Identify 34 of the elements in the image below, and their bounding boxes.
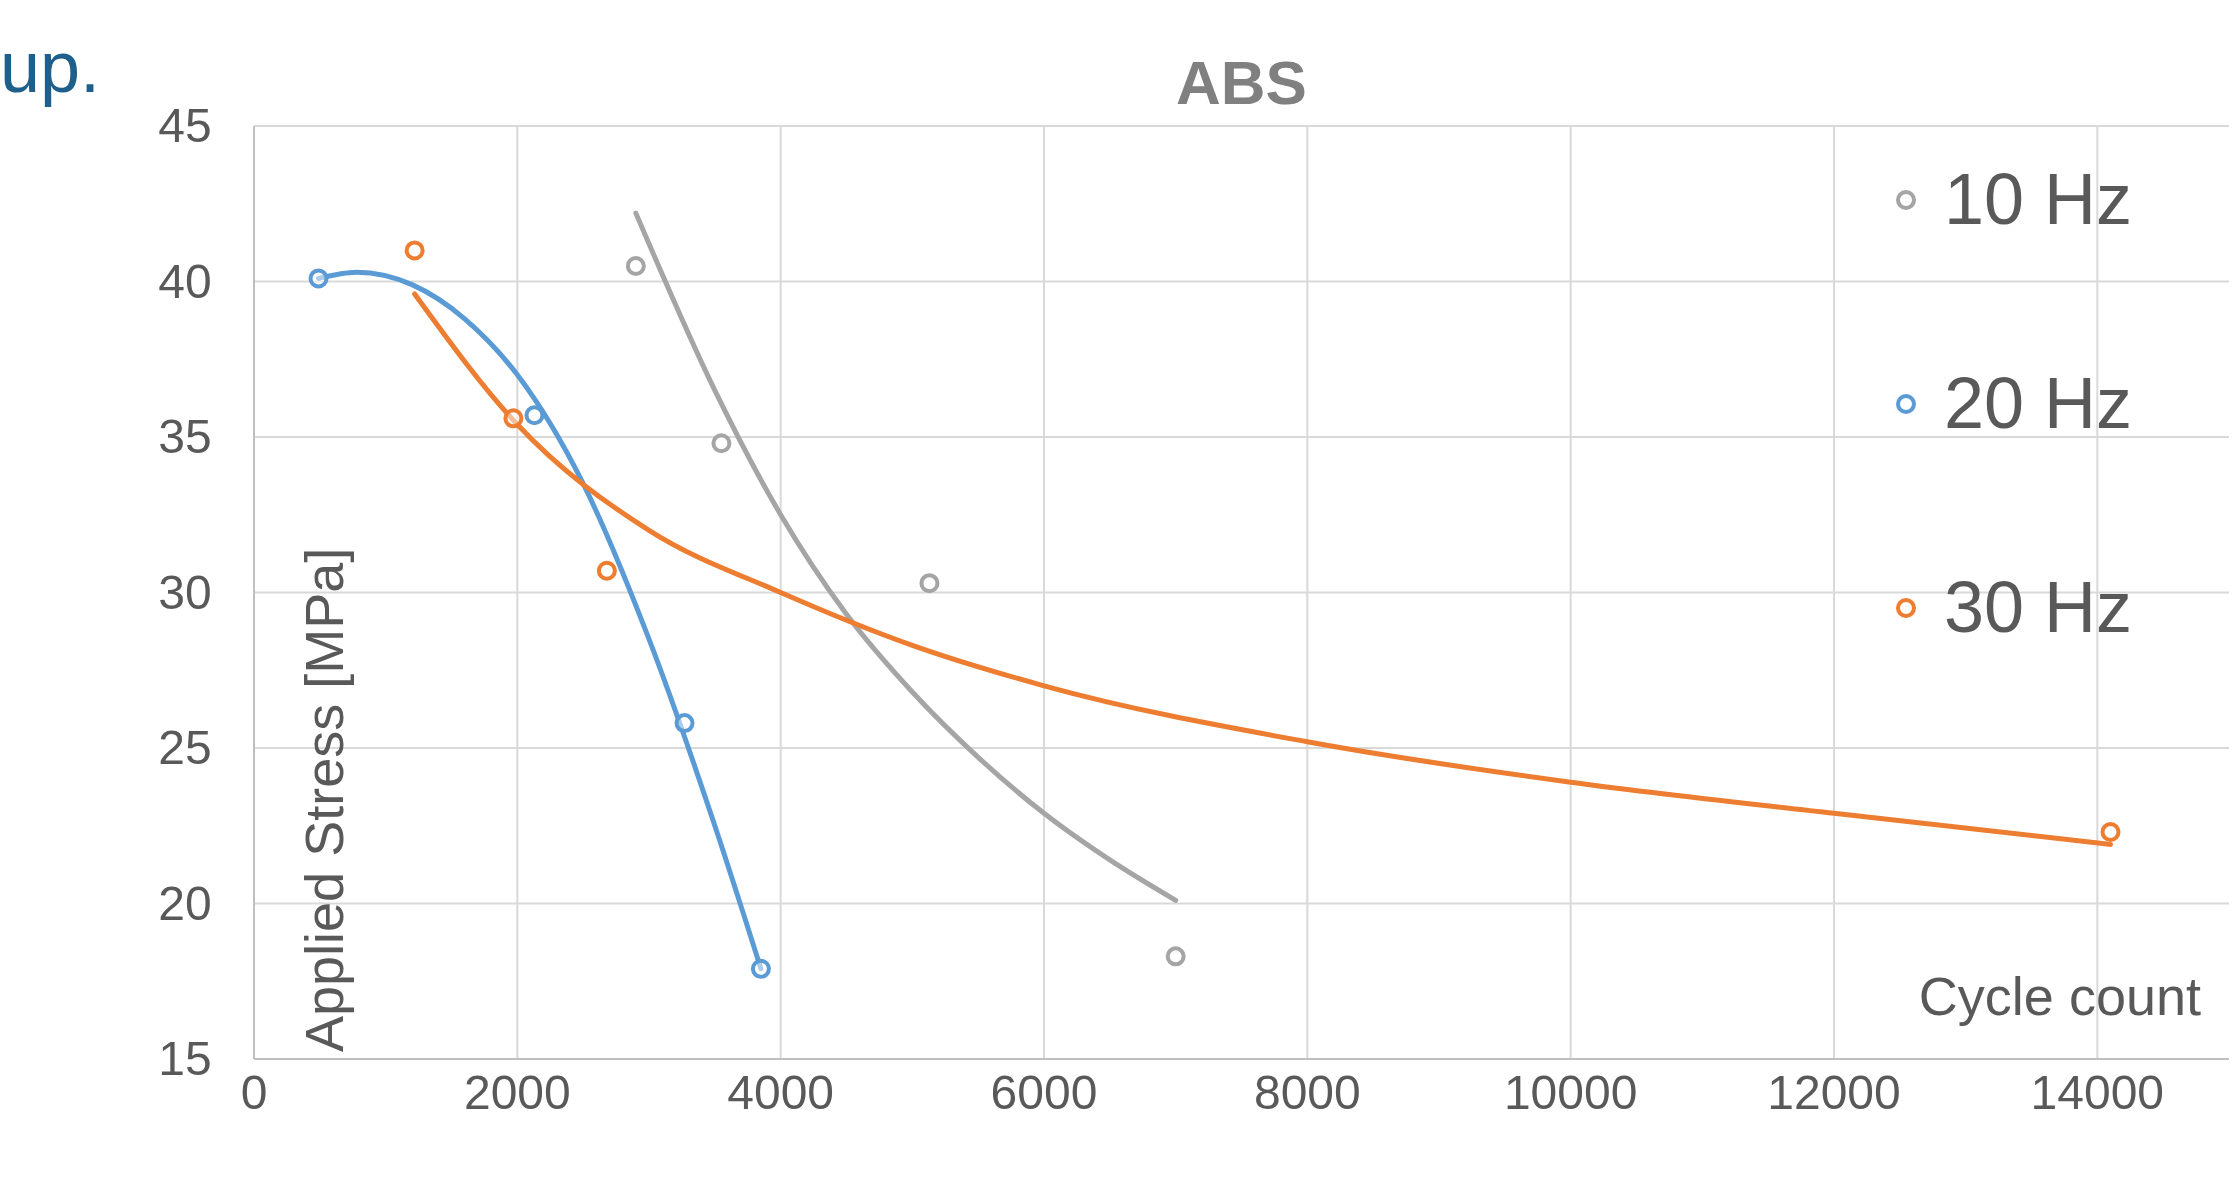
point: [404, 240, 425, 261]
chart-title: ABS: [1176, 48, 1307, 117]
point: [2100, 821, 2121, 842]
x-axis-title: Cycle count: [1918, 966, 2201, 1026]
point: [524, 405, 545, 426]
point: [308, 268, 329, 289]
point: [919, 573, 940, 594]
point: [711, 433, 732, 454]
text: up.: [0, 27, 101, 107]
point: [503, 408, 524, 429]
y-tick-label: 15: [158, 1032, 212, 1085]
y-tick-label: 20: [158, 876, 212, 930]
y-tick-label: 40: [158, 254, 212, 308]
legend-label: 20 Hz: [1944, 363, 2133, 443]
x-tick-label: 4000: [727, 1066, 835, 1119]
x-tick-label: 10000: [1503, 1066, 1638, 1119]
x-tick-label: 2000: [463, 1066, 571, 1119]
y-tick-label: 30: [158, 565, 212, 619]
x-tick-label: 8000: [1253, 1066, 1361, 1119]
y-tick-label: 45: [158, 99, 212, 152]
y-tick-label: 35: [158, 410, 212, 463]
x-tick-label: 12000: [1767, 1066, 1901, 1119]
y-tick-label: 25: [158, 721, 212, 774]
x-tick-label: 14000: [2030, 1066, 2165, 1119]
legend-label: 30 Hz: [1944, 567, 2133, 647]
x-tick-label: 0: [240, 1066, 268, 1119]
point: [625, 255, 646, 276]
legend-label: 10 Hz: [1944, 159, 2133, 239]
point: [1165, 946, 1186, 967]
point: [750, 958, 771, 979]
point: [596, 560, 617, 581]
x-tick-label: 6000: [990, 1066, 1098, 1119]
y-axis-title: Applied Stress [MPa]: [294, 547, 354, 1052]
point: [674, 713, 695, 734]
